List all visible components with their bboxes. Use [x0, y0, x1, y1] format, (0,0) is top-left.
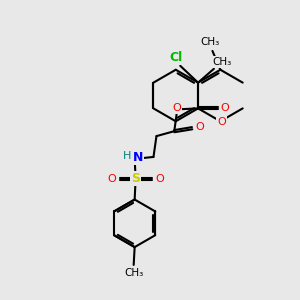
- Text: O: O: [196, 122, 204, 132]
- Text: O: O: [172, 103, 181, 113]
- Text: O: O: [217, 117, 226, 127]
- Text: CH₃: CH₃: [212, 57, 232, 67]
- Text: O: O: [155, 174, 164, 184]
- Text: O: O: [220, 103, 229, 113]
- Text: CH₃: CH₃: [201, 37, 220, 47]
- Text: O: O: [107, 174, 116, 184]
- Text: CH₃: CH₃: [124, 268, 143, 278]
- Text: H: H: [122, 151, 131, 161]
- Text: N: N: [132, 152, 143, 164]
- Text: S: S: [131, 172, 140, 185]
- Text: Cl: Cl: [169, 51, 183, 64]
